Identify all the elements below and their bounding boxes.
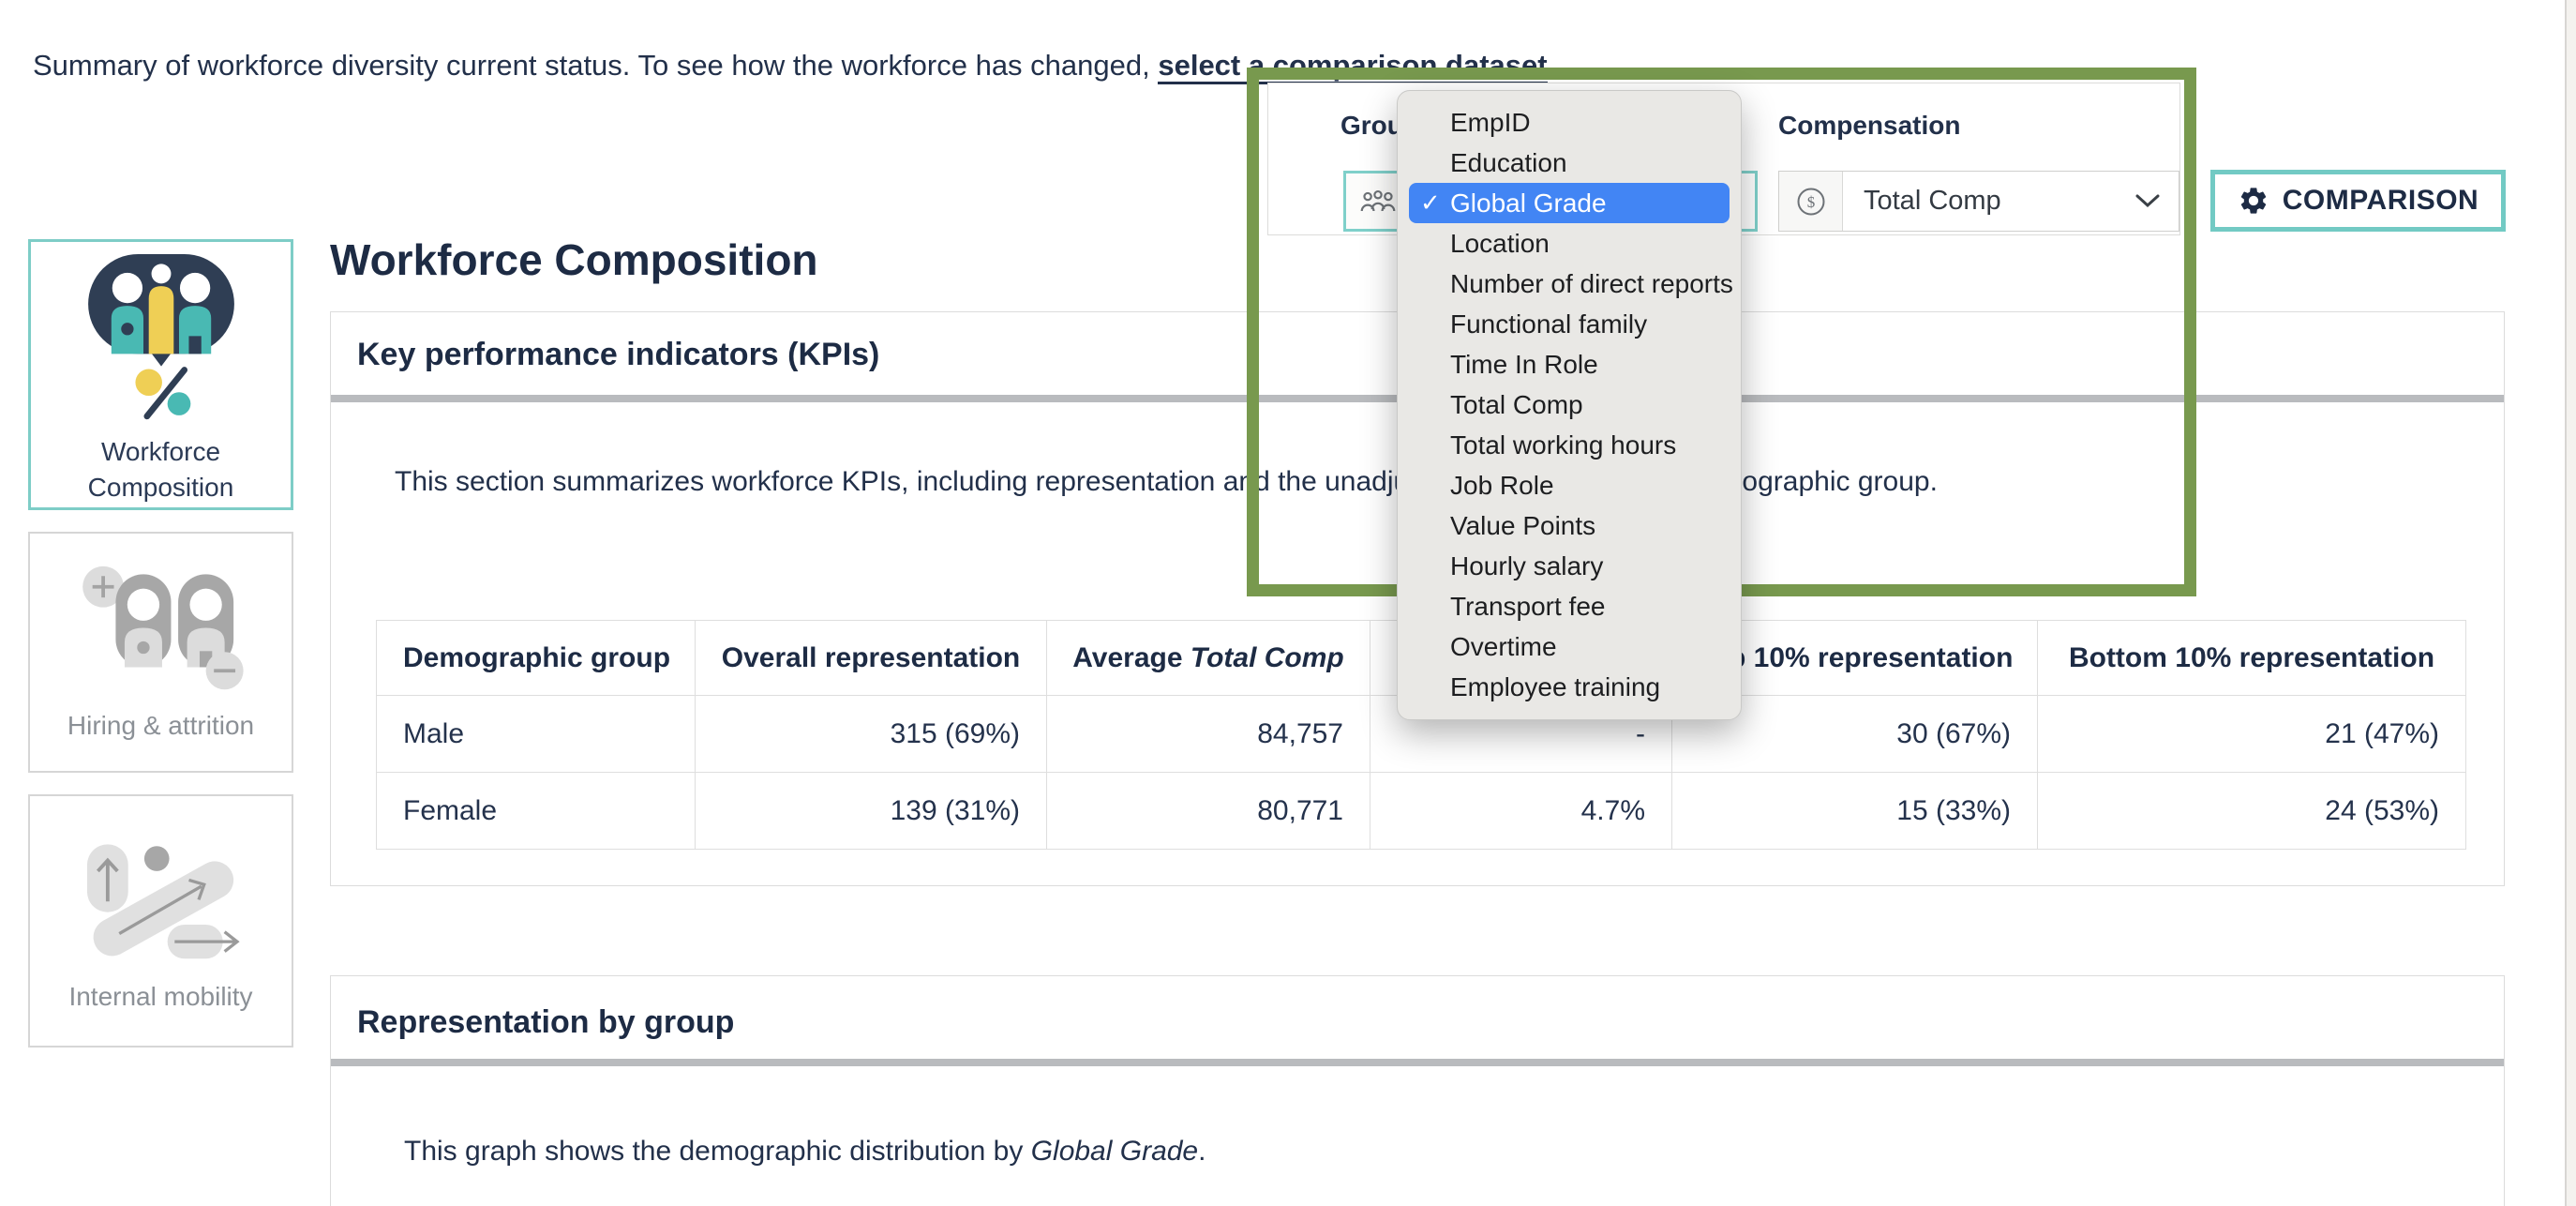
workforce-composition-icon — [87, 253, 234, 419]
cell-overall: 315 (69%) — [695, 695, 1047, 773]
menu-item-total-working-hours[interactable]: Total working hours — [1450, 430, 1677, 460]
menu-item-transport-fee[interactable]: Transport fee — [1450, 592, 1606, 621]
cell-paygap: 4.7% — [1370, 772, 1672, 850]
sidebar-item-hiring-attrition[interactable]: Hiring & attrition — [28, 532, 293, 773]
menu-item-value-points[interactable]: Value Points — [1450, 511, 1596, 540]
sidebar-item-internal-mobility[interactable]: Internal mobility — [28, 794, 293, 1048]
representation-description: This graph shows the demographic distrib… — [404, 1136, 1206, 1167]
col-header-average-total-comp: Average Total Comp — [1046, 620, 1370, 696]
representation-section-heading: Representation by group — [357, 1004, 735, 1040]
check-icon: ✓ — [1420, 188, 1441, 217]
dollar-coin-icon: $ — [1779, 172, 1843, 231]
menu-item-functional-family[interactable]: Functional family — [1450, 309, 1648, 339]
menu-item-location[interactable]: Location — [1450, 229, 1550, 258]
sidebar-item-workforce-composition[interactable]: Workforce Composition — [28, 239, 293, 510]
intro-text-static: Summary of workforce diversity current s… — [33, 49, 1159, 82]
menu-item-education[interactable]: Education — [1450, 148, 1567, 177]
col-header-demographic-group: Demographic group — [376, 620, 696, 696]
content-edge-divider — [2565, 0, 2567, 1206]
comparison-button[interactable]: COMPARISON — [2210, 170, 2506, 232]
cell-group: Male — [376, 695, 696, 773]
col-header-overall-representation: Overall representation — [695, 620, 1047, 696]
svg-text:$: $ — [1806, 193, 1815, 211]
sidebar-item-label: Internal mobility — [68, 982, 253, 1011]
page-gutter — [2567, 0, 2576, 1206]
cell-group: Female — [376, 772, 696, 850]
sidebar-item-label: Workforce Composition — [87, 436, 234, 502]
chevron-down-icon — [2135, 172, 2179, 231]
menu-item-employee-training[interactable]: Employee training — [1450, 672, 1661, 701]
sidebar-item-label: Hiring & attrition — [67, 711, 255, 740]
representation-section-panel: Representation by group This graph shows… — [330, 975, 2505, 1206]
kpi-section-heading: Key performance indicators (KPIs) — [357, 337, 880, 372]
menu-item-empid[interactable]: EmpID — [1450, 108, 1531, 137]
menu-item-overtime[interactable]: Overtime — [1450, 632, 1557, 661]
cell-bottom10: 21 (47%) — [2037, 695, 2466, 773]
cell-overall: 139 (31%) — [695, 772, 1047, 850]
section-divider — [331, 1059, 2504, 1066]
menu-item-number-of-direct-reports[interactable]: Number of direct reports — [1450, 269, 1733, 298]
gear-icon — [2240, 188, 2266, 214]
internal-mobility-icon — [86, 844, 240, 959]
compensation-select[interactable]: $ Total Comp — [1778, 171, 2179, 232]
compensation-select-value: Total Comp — [1864, 186, 2001, 216]
group-dropdown-menu: EmpID Education ✓ Global Grade Location N… — [1397, 90, 1742, 720]
menu-item-job-role[interactable]: Job Role — [1450, 471, 1554, 500]
cell-top10: 15 (33%) — [1671, 772, 2038, 850]
intro-text: Summary of workforce diversity current s… — [33, 49, 1548, 84]
col-header-bottom10-representation: Bottom 10% representation — [2037, 620, 2466, 696]
cell-average: 80,771 — [1046, 772, 1370, 850]
menu-item-global-grade[interactable]: ✓ Global Grade — [1409, 183, 1730, 223]
page-title: Workforce Composition — [330, 235, 818, 284]
table-row-male: Male 315 (69%) 84,757 - 30 (67%) 21 (47%… — [376, 695, 2466, 773]
hiring-attrition-icon — [82, 565, 244, 690]
comparison-button-label: COMPARISON — [2282, 185, 2479, 216]
cell-bottom10: 24 (53%) — [2037, 772, 2466, 850]
table-row-female: Female 139 (31%) 80,771 4.7% 15 (33%) 24… — [376, 772, 2466, 850]
cell-average: 84,757 — [1046, 695, 1370, 773]
compensation-label: Compensation — [1778, 111, 1961, 140]
menu-item-total-comp[interactable]: Total Comp — [1450, 390, 1583, 419]
menu-item-hourly-salary[interactable]: Hourly salary — [1450, 551, 1604, 580]
menu-item-time-in-role[interactable]: Time In Role — [1450, 350, 1598, 379]
